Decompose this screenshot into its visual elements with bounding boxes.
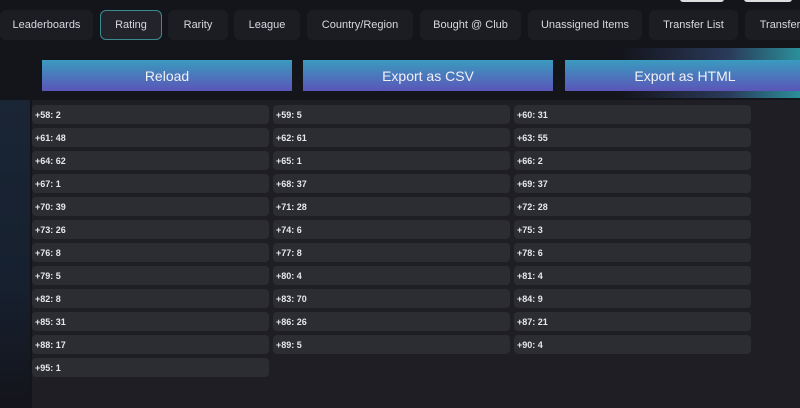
rating-count-item: +70: 39 xyxy=(32,197,269,216)
rating-count-item: +71: 28 xyxy=(273,197,510,216)
rating-count-item: +68: 37 xyxy=(273,174,510,193)
rating-count-item: +80: 4 xyxy=(273,266,510,285)
rating-count-item: +62: 61 xyxy=(273,128,510,147)
rating-count-item: +84: 9 xyxy=(514,289,751,308)
rating-count-item: +74: 6 xyxy=(273,220,510,239)
rating-count-item: +61: 48 xyxy=(32,128,269,147)
top-control[interactable] xyxy=(744,0,792,2)
background-glow xyxy=(0,100,30,408)
tab-unassigned-items[interactable]: Unassigned Items xyxy=(528,10,642,40)
tab-transfer[interactable]: Transfer xyxy=(745,10,800,40)
rating-list: +58: 2 +59: 5 +60: 31 +61: 48 +62: 61 +63: 55… xyxy=(32,100,800,408)
rating-count-item: +63: 55 xyxy=(514,128,751,147)
rating-count-item: +95: 1 xyxy=(32,358,269,377)
rating-count-item: +90: 4 xyxy=(514,335,751,354)
rating-count-item: +60: 31 xyxy=(514,105,751,124)
rating-count-item: +81: 4 xyxy=(514,266,751,285)
rating-count-item: +76: 8 xyxy=(32,243,269,262)
rating-count-item: +87: 21 xyxy=(514,312,751,331)
export-html-button[interactable]: Export as HTML xyxy=(565,60,800,91)
rating-count-item: +88: 17 xyxy=(32,335,269,354)
tab-rarity[interactable]: Rarity xyxy=(168,10,228,40)
rating-count-item: +59: 5 xyxy=(273,105,510,124)
tab-rating[interactable]: Rating xyxy=(100,10,162,40)
rating-count-item: +73: 26 xyxy=(32,220,269,239)
rating-count-item: +64: 62 xyxy=(32,151,269,170)
rating-count-item: +86: 26 xyxy=(273,312,510,331)
rating-count-item: +78: 6 xyxy=(514,243,751,262)
rating-count-item: +85: 31 xyxy=(32,312,269,331)
rating-count-item: +67: 1 xyxy=(32,174,269,193)
tab-leaderboards[interactable]: Leaderboards xyxy=(0,10,93,40)
rating-count-item: +72: 28 xyxy=(514,197,751,216)
rating-count-item: +65: 1 xyxy=(273,151,510,170)
rating-count-item: +89: 5 xyxy=(273,335,510,354)
rating-count-item: +82: 8 xyxy=(32,289,269,308)
rating-count-item: +58: 2 xyxy=(32,105,269,124)
rating-count-item: +79: 5 xyxy=(32,266,269,285)
tab-league[interactable]: League xyxy=(234,10,300,40)
reload-button[interactable]: Reload xyxy=(42,60,292,91)
tab-bought-at-club[interactable]: Bought @ Club xyxy=(420,10,521,40)
tab-country-region[interactable]: Country/Region xyxy=(307,10,413,40)
rating-count-item: +77: 8 xyxy=(273,243,510,262)
rating-count-item: +69: 37 xyxy=(514,174,751,193)
export-csv-button[interactable]: Export as CSV xyxy=(303,60,553,91)
top-control[interactable] xyxy=(680,0,724,2)
tab-transfer-list[interactable]: Transfer List xyxy=(649,10,738,40)
rating-count-item: +75: 3 xyxy=(514,220,751,239)
rating-count-item: +66: 2 xyxy=(514,151,751,170)
rating-count-item: +83: 70 xyxy=(273,289,510,308)
